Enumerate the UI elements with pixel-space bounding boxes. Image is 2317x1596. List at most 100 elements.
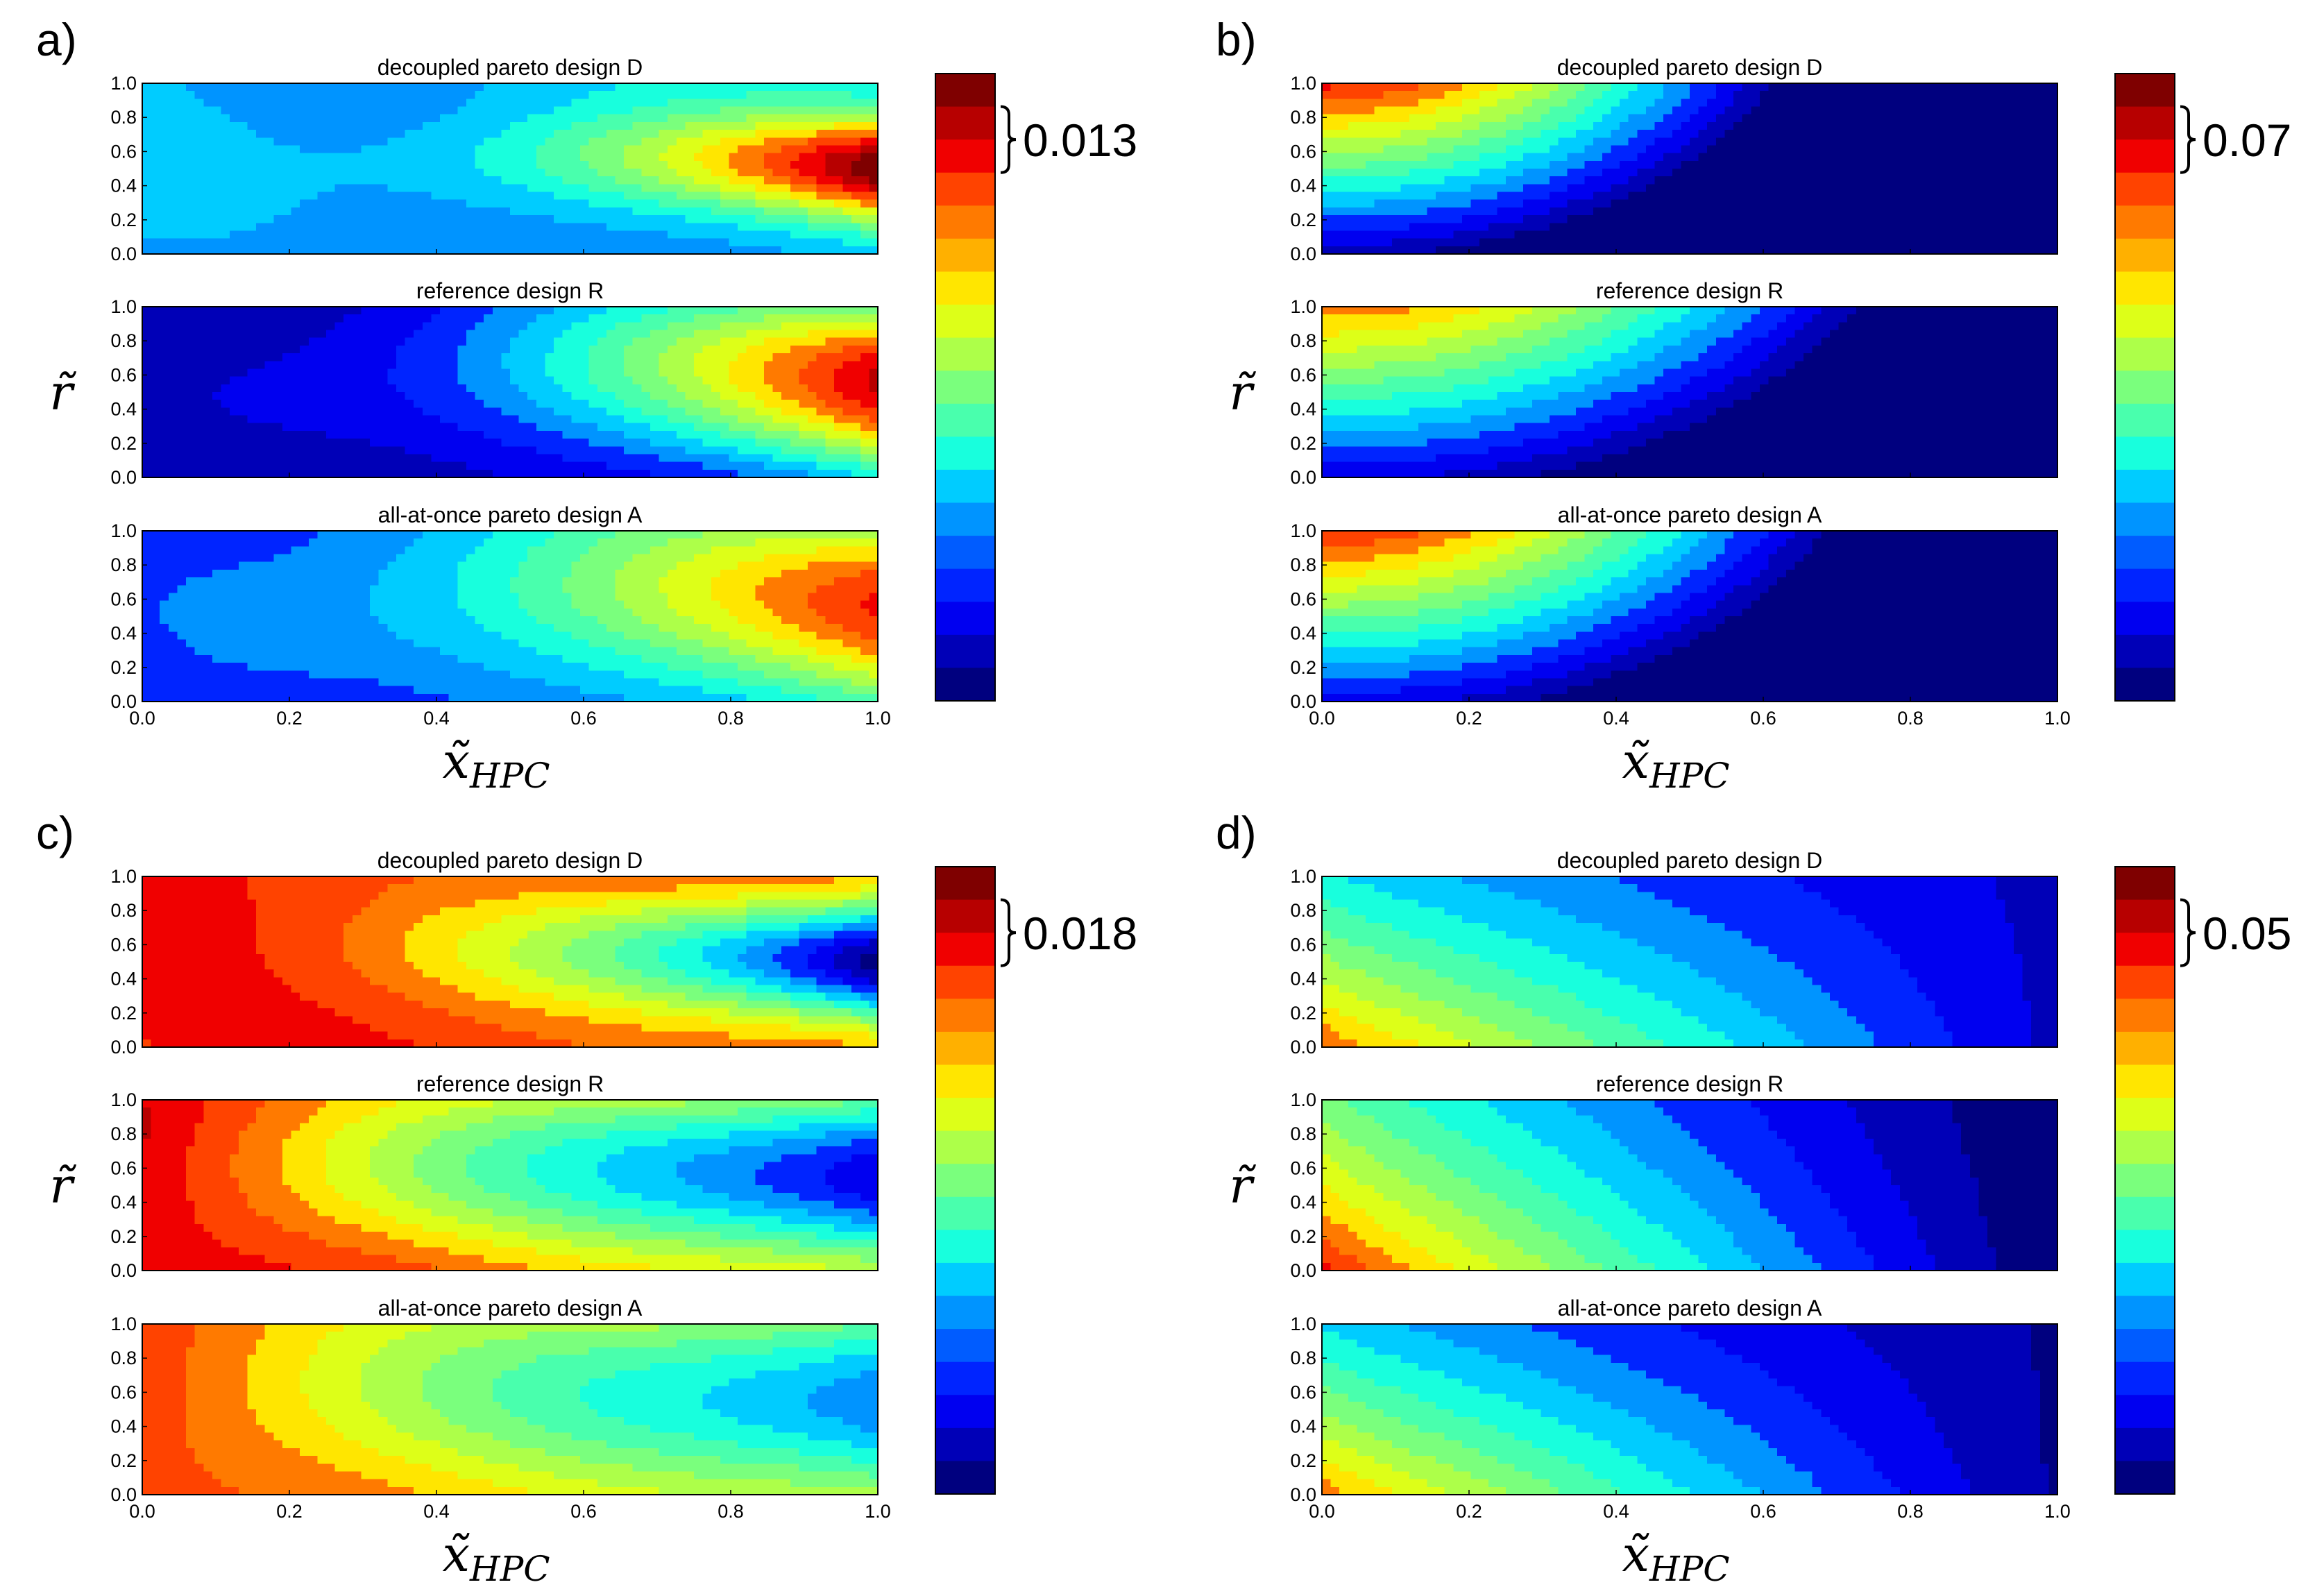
heatmap-cell xyxy=(615,538,625,547)
heatmap-cell xyxy=(238,454,248,463)
heatmap-cell xyxy=(816,600,826,609)
heatmap-cell xyxy=(702,624,712,632)
heatmap-cell xyxy=(414,531,423,539)
heatmap-cell xyxy=(763,215,774,223)
heatmap-cell xyxy=(484,454,493,463)
heatmap-cell xyxy=(414,345,423,354)
heatmap-cell xyxy=(851,585,861,594)
heatmap-cell xyxy=(168,461,178,470)
heatmap-cell xyxy=(772,238,782,247)
heatmap-cell xyxy=(597,554,607,563)
heatmap-cell xyxy=(431,130,441,138)
heatmap-cell xyxy=(387,400,397,408)
heatmap-cell xyxy=(194,554,204,563)
heatmap-cell xyxy=(571,407,581,416)
heatmap-cell xyxy=(799,616,808,625)
heatmap-cell xyxy=(763,361,774,370)
heatmap-cell xyxy=(326,577,336,586)
heatmap-cell xyxy=(702,430,712,439)
heatmap-cell xyxy=(396,415,406,424)
heatmap-cell xyxy=(554,99,563,108)
heatmap-cell xyxy=(300,153,309,162)
heatmap-cell xyxy=(326,114,336,123)
heatmap-cell xyxy=(527,554,537,563)
heatmap-cell xyxy=(414,169,423,177)
heatmap-cell xyxy=(869,230,879,239)
heatmap-cell xyxy=(554,577,563,586)
heatmap-cell xyxy=(536,430,546,439)
heatmap-cell xyxy=(203,207,213,216)
heatmap-cell xyxy=(833,223,844,232)
heatmap-cell xyxy=(291,169,300,177)
heatmap-cell xyxy=(501,99,511,108)
heatmap-cell xyxy=(291,608,300,617)
heatmap-cell xyxy=(755,99,765,108)
heatmap-cell xyxy=(177,546,187,555)
heatmap-cell xyxy=(264,322,274,331)
heatmap-cell xyxy=(851,600,861,609)
heatmap-cell xyxy=(308,307,318,315)
heatmap-cell xyxy=(238,199,248,208)
heatmap-cell xyxy=(738,446,747,455)
heatmap-cell xyxy=(825,230,835,239)
heatmap-cell xyxy=(763,199,774,208)
heatmap-cell xyxy=(291,600,300,609)
heatmap-cell xyxy=(448,639,458,648)
heatmap-cell xyxy=(650,407,660,416)
heatmap-cell xyxy=(738,314,747,323)
heatmap-cell xyxy=(317,192,327,201)
heatmap-cell xyxy=(579,415,590,424)
heatmap-cell xyxy=(492,83,502,92)
heatmap-cell xyxy=(273,577,283,586)
heatmap-cell xyxy=(597,430,607,439)
heatmap-cell xyxy=(694,407,704,416)
heatmap-cell xyxy=(457,600,467,609)
heatmap-cell xyxy=(168,192,178,201)
heatmap-cell xyxy=(440,176,450,185)
heatmap-cell xyxy=(597,184,607,193)
heatmap-cell xyxy=(291,593,300,602)
heatmap-cell xyxy=(370,330,380,339)
heatmap-cell xyxy=(334,538,344,547)
heatmap-cell xyxy=(676,353,686,362)
heatmap-cell xyxy=(816,199,826,208)
heatmap-cell xyxy=(352,616,362,625)
heatmap-cell xyxy=(387,439,397,447)
heatmap-cell xyxy=(668,91,677,99)
heatmap-cell xyxy=(221,207,230,216)
heatmap-cell xyxy=(186,430,196,439)
heatmap-cell xyxy=(668,538,677,547)
heatmap-cell xyxy=(869,106,879,115)
heatmap-cell xyxy=(300,608,309,617)
heatmap-cell xyxy=(238,593,248,602)
heatmap-cell xyxy=(308,569,318,578)
heatmap-cell xyxy=(151,624,160,632)
heatmap-cell xyxy=(729,376,738,385)
heatmap-cell xyxy=(151,376,160,385)
heatmap-cell xyxy=(291,469,300,478)
heatmap-cell xyxy=(142,307,152,315)
heatmap-cell xyxy=(422,114,432,123)
heatmap-cell xyxy=(308,407,318,416)
heatmap-cell xyxy=(527,223,537,232)
heatmap-cell xyxy=(694,169,704,177)
heatmap-cell xyxy=(484,83,493,92)
heatmap-cell xyxy=(860,384,869,393)
heatmap-cell xyxy=(361,207,371,216)
heatmap-cell xyxy=(370,461,380,470)
heatmap-cell xyxy=(466,106,476,115)
heatmap-cell xyxy=(588,423,598,432)
heatmap-cell xyxy=(579,169,590,177)
heatmap-cell xyxy=(816,176,826,185)
heatmap-cell xyxy=(343,199,353,208)
heatmap-cell xyxy=(160,91,169,99)
heatmap-cell xyxy=(203,538,213,547)
heatmap-cell xyxy=(588,246,598,255)
heatmap-cell xyxy=(632,307,642,315)
heatmap-cell xyxy=(247,153,257,162)
heatmap-cell xyxy=(431,192,441,201)
heatmap-cell xyxy=(711,176,721,185)
heatmap-cell xyxy=(326,330,336,339)
heatmap-cell xyxy=(799,554,808,563)
heatmap-cell xyxy=(160,461,169,470)
